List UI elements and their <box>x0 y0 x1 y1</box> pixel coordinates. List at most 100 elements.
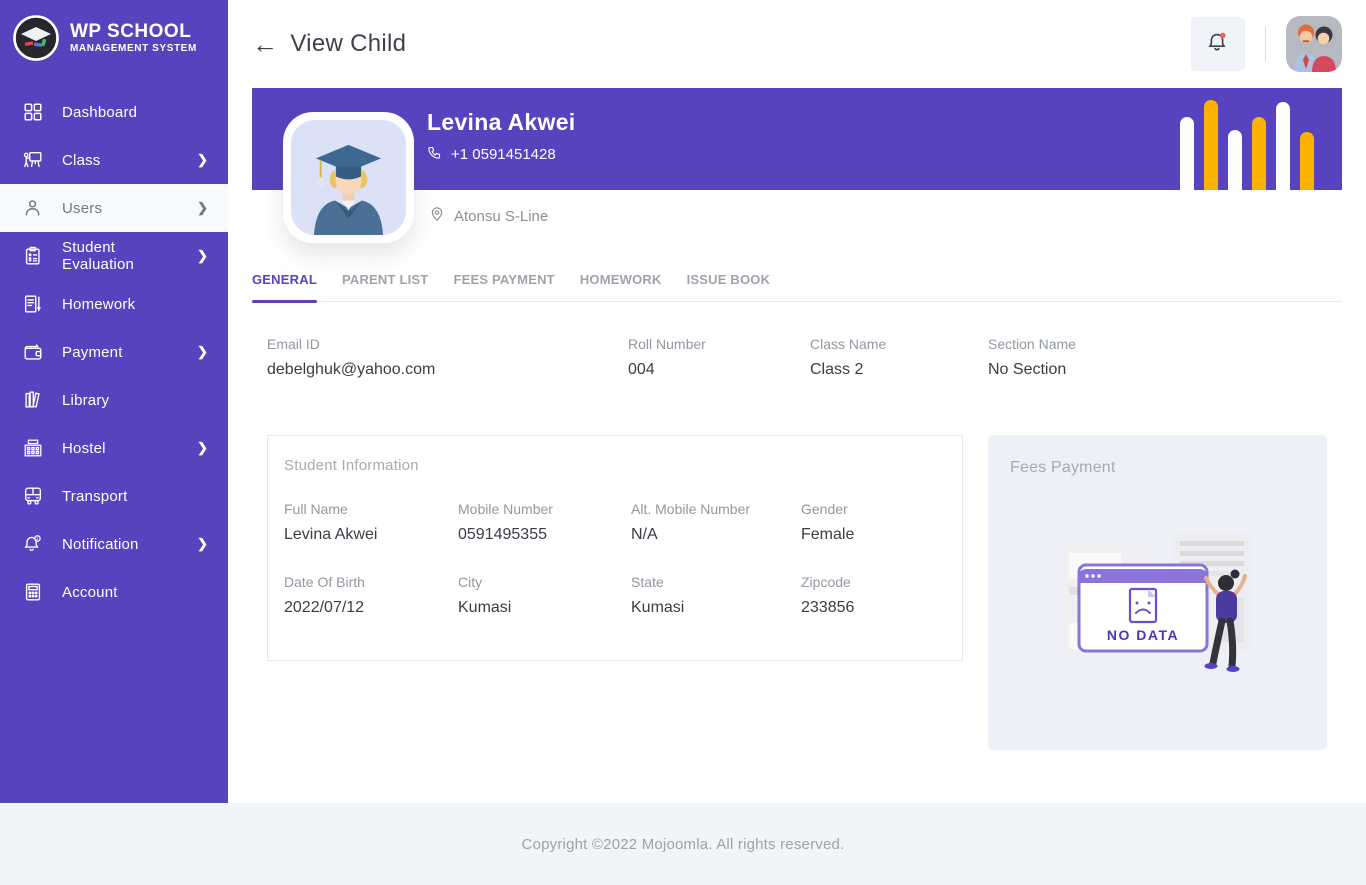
banner-bar <box>1180 117 1194 190</box>
field-section-name: Section Name No Section <box>988 336 1342 379</box>
banner-bars <box>1180 100 1314 190</box>
field-label: Alt. Mobile Number <box>631 501 751 517</box>
sidebar-item-label: Dashboard <box>62 103 138 121</box>
topbar: ← View Child <box>228 0 1366 88</box>
field-value: debelghuk@yahoo.com <box>267 361 436 378</box>
svg-text:1: 1 <box>36 536 39 541</box>
student-info-grid: Full Name Levina Akwei Mobile Number 059… <box>284 501 946 617</box>
class-icon <box>22 149 44 171</box>
student-location: Atonsu S-Line <box>454 207 549 225</box>
sidebar-item-class[interactable]: Class ❯ <box>0 136 228 184</box>
sidebar-menu: Dashboard Class ❯ U <box>0 88 228 616</box>
student-evaluation-icon <box>22 245 44 267</box>
field-alt-mobile-number: Alt. Mobile Number N/A <box>631 501 801 544</box>
student-name: Levina Akwei <box>427 109 576 135</box>
field-value: N/A <box>631 526 658 543</box>
sidebar-item-users[interactable]: Users ❯ <box>0 184 228 232</box>
parents-avatar-image <box>1286 16 1342 72</box>
field-value: Class 2 <box>810 361 864 378</box>
sidebar-item-label: Account <box>62 583 118 601</box>
school-logo-icon <box>12 14 60 62</box>
sidebar-item-student-evaluation[interactable]: Student Evaluation ❯ <box>0 232 228 280</box>
field-roll-number: Roll Number 004 <box>628 336 810 379</box>
sidebar-item-homework[interactable]: Homework <box>0 280 228 328</box>
field-value: Kumasi <box>458 599 512 616</box>
tab-homework[interactable]: HOMEWORK <box>579 272 662 287</box>
field-class-name: Class Name Class 2 <box>810 336 988 379</box>
field-value: 233856 <box>801 599 855 616</box>
chevron-right-icon: ❯ <box>197 152 208 167</box>
chevron-right-icon: ❯ <box>197 248 208 263</box>
bell-icon <box>1206 30 1230 59</box>
account-icon <box>22 581 44 603</box>
location-pin-icon <box>429 206 445 226</box>
tab-general[interactable]: GENERAL <box>252 272 317 303</box>
transport-icon <box>22 485 44 507</box>
field-label: Full Name <box>284 501 348 517</box>
field-label: Mobile Number <box>458 501 553 517</box>
sidebar-item-label: Homework <box>62 295 136 313</box>
field-value: Female <box>801 526 855 543</box>
general-fields: Email ID debelghuk@yahoo.com Roll Number… <box>252 336 1342 379</box>
student-information-card: Student Information Full Name Levina Akw… <box>267 435 963 661</box>
tab-issue-book[interactable]: ISSUE BOOK <box>686 272 771 287</box>
page-title-text: View Child <box>290 30 407 57</box>
sidebar-item-label: Library <box>62 391 110 409</box>
field-mobile-number: Mobile Number 0591495355 <box>458 501 631 544</box>
field-label: Section Name <box>988 336 1076 352</box>
location-row: Atonsu S-Line <box>429 206 1342 226</box>
field-gender: Gender Female <box>801 501 946 544</box>
field-value: 004 <box>628 361 655 378</box>
sidebar-item-library[interactable]: Library <box>0 376 228 424</box>
brand-subtitle: MANAGEMENT SYSTEM <box>70 43 197 55</box>
sidebar-item-label: Transport <box>62 487 128 505</box>
field-email-id: Email ID debelghuk@yahoo.com <box>267 336 628 379</box>
sidebar-item-transport[interactable]: Transport <box>0 472 228 520</box>
sidebar-item-account[interactable]: Account <box>0 568 228 616</box>
sidebar-item-dashboard[interactable]: Dashboard <box>0 88 228 136</box>
copyright-text: Copyright ©2022 Mojoomla. All rights res… <box>521 835 845 853</box>
chevron-right-icon: ❯ <box>197 440 208 455</box>
field-date-of-birth: Date Of Birth 2022/07/12 <box>284 574 458 617</box>
card-title: Fees Payment <box>1010 459 1116 476</box>
brand[interactable]: WP SCHOOL MANAGEMENT SYSTEM <box>0 0 228 72</box>
banner-bar <box>1276 102 1290 190</box>
sidebar-item-label: Users <box>62 199 103 217</box>
sidebar-item-notification[interactable]: 1 Notification ❯ <box>0 520 228 568</box>
field-label: Class Name <box>810 336 887 352</box>
user-avatar[interactable] <box>1286 16 1342 72</box>
field-city: City Kumasi <box>458 574 631 617</box>
field-label: Date Of Birth <box>284 574 365 590</box>
banner-bar <box>1300 132 1314 190</box>
field-value: Kumasi <box>631 599 685 616</box>
banner-info: Levina Akwei +1 0591451428 <box>427 109 575 164</box>
footer: Copyright ©2022 Mojoomla. All rights res… <box>0 803 1366 885</box>
back-arrow-icon[interactable]: ← <box>252 29 279 59</box>
card-title: Student Information <box>284 457 419 474</box>
brand-title: WP SCHOOL <box>70 20 192 42</box>
tab-fees-payment[interactable]: FEES PAYMENT <box>453 272 555 287</box>
sidebar-item-label: Notification <box>62 535 139 553</box>
library-icon <box>22 389 44 411</box>
chevron-right-icon: ❯ <box>197 200 208 215</box>
field-label: Email ID <box>267 336 320 352</box>
banner-bar <box>1204 100 1218 190</box>
page: WP SCHOOL MANAGEMENT SYSTEM Dashboard <box>0 0 1366 803</box>
no-data-text: NO DATA <box>1106 627 1178 643</box>
field-label: Roll Number <box>628 336 706 352</box>
student-phone: +1 0591451428 <box>451 146 556 163</box>
notification-icon: 1 <box>22 533 44 555</box>
hostel-icon <box>22 437 44 459</box>
payment-icon <box>22 341 44 363</box>
tab-parent-list[interactable]: PARENT LIST <box>341 272 429 287</box>
field-label: Gender <box>801 501 848 517</box>
sidebar-item-hostel[interactable]: Hostel ❯ <box>0 424 228 472</box>
chevron-right-icon: ❯ <box>197 344 208 359</box>
sidebar-item-payment[interactable]: Payment ❯ <box>0 328 228 376</box>
brand-text: WP SCHOOL MANAGEMENT SYSTEM <box>70 20 197 55</box>
dashboard-icon <box>22 101 44 123</box>
notification-bell-button[interactable] <box>1191 17 1245 71</box>
student-avatar-card <box>283 112 414 243</box>
student-avatar-image <box>291 120 406 235</box>
banner-bar <box>1252 117 1266 190</box>
